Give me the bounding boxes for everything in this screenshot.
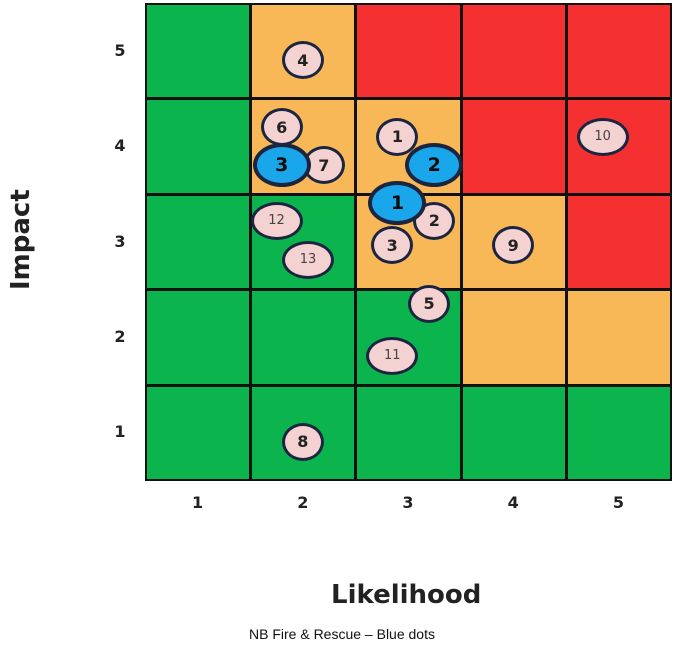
pink-risk-dot: 9 [492, 226, 535, 265]
matrix-cell [145, 3, 252, 100]
matrix-cell [145, 193, 252, 291]
matrix-cell [565, 289, 672, 386]
matrix-cell [460, 3, 567, 100]
risk-matrix [145, 3, 672, 481]
pink-risk-dot: 13 [282, 240, 335, 279]
pink-risk-dot: 11 [366, 336, 419, 375]
y-axis-title: Impact [6, 189, 36, 290]
pink-risk-dot: 8 [281, 422, 324, 461]
x-tick-label: 4 [507, 493, 519, 512]
matrix-cell [145, 289, 252, 386]
matrix-cell [565, 193, 672, 291]
blue-risk-dot: 2 [405, 143, 464, 188]
y-tick-label: 4 [114, 136, 126, 156]
matrix-cell [250, 289, 357, 386]
matrix-cell [460, 289, 567, 386]
matrix-cell [565, 384, 672, 481]
x-tick-label: 3 [402, 493, 414, 512]
pink-risk-dot: 12 [250, 201, 303, 240]
pink-risk-dot: 10 [576, 117, 629, 156]
x-tick-label: 1 [192, 493, 204, 512]
pink-risk-dot: 6 [260, 108, 303, 147]
blue-risk-dot: 1 [368, 181, 427, 226]
x-axis-title: Likelihood [331, 580, 482, 610]
matrix-cell [565, 3, 672, 100]
x-tick-label: 5 [612, 493, 624, 512]
y-tick-label: 2 [114, 326, 126, 346]
y-tick-label: 3 [114, 231, 126, 251]
y-tick-label: 5 [114, 40, 126, 60]
matrix-cell [460, 98, 567, 195]
pink-risk-dot: 3 [371, 226, 414, 265]
matrix-cell [145, 384, 252, 481]
matrix-cell [145, 98, 252, 195]
matrix-cell [355, 384, 462, 481]
pink-risk-dot: 1 [376, 117, 419, 156]
matrix-cell [355, 3, 462, 100]
pink-risk-dot: 4 [281, 41, 324, 80]
y-tick-label: 1 [114, 422, 126, 442]
blue-risk-dot: 3 [252, 143, 311, 188]
chart-caption: NB Fire & Rescue – Blue dots [249, 626, 435, 642]
matrix-cell [460, 384, 567, 481]
pink-risk-dot: 5 [408, 284, 451, 323]
x-tick-label: 2 [297, 493, 309, 512]
